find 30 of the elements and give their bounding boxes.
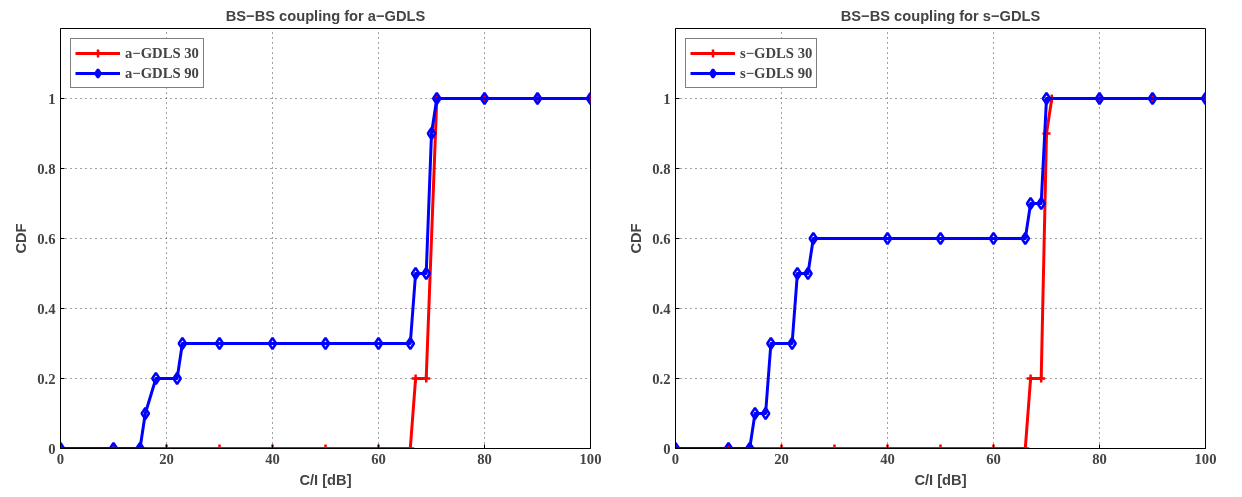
x-tick-label: 100 <box>579 450 602 467</box>
legend-label: s−GDLS 30 <box>740 44 813 62</box>
y-tick-label: 1 <box>48 90 56 107</box>
x-tick-label: 60 <box>986 450 1001 467</box>
y-tick-label: 0.2 <box>37 370 56 387</box>
legend-label: a−GDLS 30 <box>125 44 199 62</box>
chart-title: BS−BS coupling for s−GDLS <box>840 7 1041 24</box>
x-tick-label: 60 <box>371 450 386 467</box>
y-tick-label: 1 <box>663 90 671 107</box>
y-tick-label: 0.8 <box>652 160 671 177</box>
chart-title: BS−BS coupling for a−GDLS <box>225 7 426 24</box>
x-tick-label: 20 <box>774 450 789 467</box>
legend-label: s−GDLS 90 <box>740 64 813 82</box>
y-tick-label: 0.6 <box>37 230 56 247</box>
y-tick-label: 0.4 <box>37 300 57 317</box>
x-tick-label: 40 <box>880 450 895 467</box>
x-tick-label: 40 <box>265 450 280 467</box>
y-axis-title: CDF <box>628 223 645 254</box>
x-tick-label: 20 <box>159 450 174 467</box>
x-axis-title: C/I [dB] <box>914 471 967 488</box>
y-tick-label: 0.6 <box>652 230 671 247</box>
legend-label: a−GDLS 90 <box>125 64 199 82</box>
x-tick-label: 80 <box>1092 450 1107 467</box>
x-tick-label: 80 <box>477 450 492 467</box>
y-tick-label: 0.2 <box>652 370 671 387</box>
y-tick-label: 0.8 <box>37 160 56 177</box>
x-axis-title: C/I [dB] <box>299 471 352 488</box>
x-tick-label: 100 <box>1194 450 1217 467</box>
y-axis-title: CDF <box>13 223 30 254</box>
y-tick-label: 0.4 <box>652 300 672 317</box>
